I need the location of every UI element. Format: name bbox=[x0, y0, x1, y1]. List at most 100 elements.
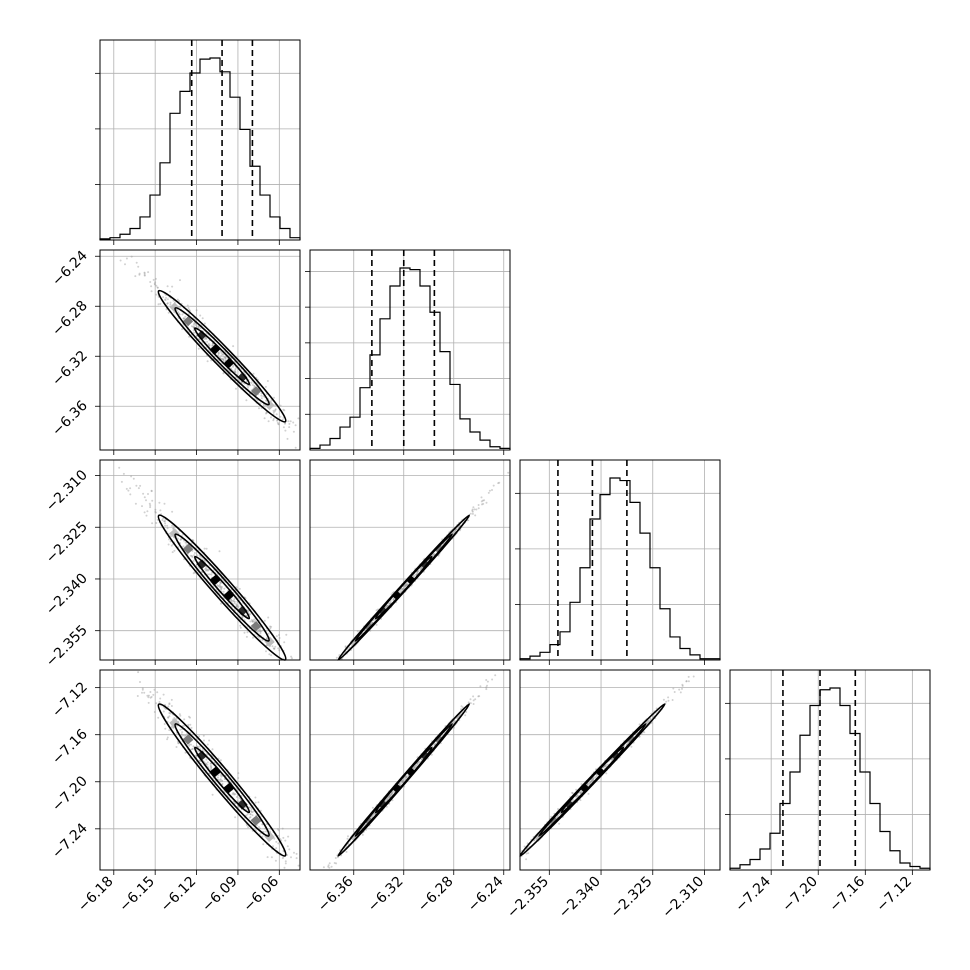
sample-point bbox=[402, 587, 405, 590]
sample-point bbox=[135, 484, 138, 487]
sample-point bbox=[183, 317, 186, 320]
sample-point bbox=[413, 767, 416, 770]
sample-point bbox=[155, 702, 158, 705]
sample-point bbox=[204, 568, 207, 571]
sample-point bbox=[281, 857, 284, 860]
sample-point bbox=[187, 307, 190, 309]
sample-point bbox=[197, 750, 200, 753]
sample-point bbox=[159, 509, 162, 512]
sample-point bbox=[589, 781, 592, 784]
sample-point bbox=[334, 857, 337, 859]
sample-point bbox=[233, 802, 236, 805]
sample-point bbox=[210, 573, 213, 576]
sample-point bbox=[415, 573, 418, 576]
sample-point bbox=[189, 723, 192, 726]
sample-point bbox=[416, 762, 419, 765]
sample-point bbox=[222, 358, 225, 361]
sample-point bbox=[205, 568, 208, 571]
sample-point bbox=[587, 792, 590, 795]
sample-point bbox=[692, 675, 695, 678]
sample-point bbox=[153, 688, 156, 691]
sample-point bbox=[163, 707, 166, 710]
sample-point bbox=[416, 570, 419, 573]
sample-point bbox=[239, 626, 242, 629]
sample-point bbox=[275, 413, 278, 416]
sample-point bbox=[220, 354, 223, 357]
sample-point bbox=[371, 806, 374, 809]
sample-point bbox=[120, 480, 123, 483]
sample-point bbox=[255, 398, 258, 401]
sample-point bbox=[385, 805, 388, 808]
sample-point bbox=[219, 585, 222, 588]
sample-point bbox=[265, 411, 268, 414]
sample-point bbox=[284, 860, 287, 863]
y-tick-label: −2.340 bbox=[43, 570, 91, 618]
sample-point bbox=[232, 599, 235, 602]
sample-point bbox=[199, 327, 202, 330]
sample-point bbox=[472, 506, 475, 509]
sample-point bbox=[421, 566, 423, 569]
sample-point bbox=[457, 526, 460, 529]
sample-point bbox=[605, 772, 608, 775]
sample-point bbox=[141, 687, 144, 690]
sample-point bbox=[130, 255, 133, 258]
sample-point bbox=[330, 865, 333, 868]
sample-point bbox=[150, 290, 153, 293]
sample-point bbox=[163, 520, 166, 523]
sample-point bbox=[580, 783, 583, 786]
sample-point bbox=[179, 279, 181, 282]
hist-panel-3 bbox=[515, 459, 721, 665]
x-tick-label: −7.24 bbox=[732, 873, 774, 915]
sample-point bbox=[233, 600, 236, 603]
sample-point bbox=[480, 500, 483, 503]
sample-point bbox=[606, 763, 608, 766]
sample-point bbox=[289, 420, 292, 423]
sample-point bbox=[224, 357, 227, 360]
panel-frame bbox=[99, 669, 301, 871]
sample-point bbox=[322, 866, 325, 869]
contour-2 bbox=[174, 307, 270, 406]
sample-point bbox=[246, 614, 249, 617]
sample-point bbox=[671, 699, 674, 701]
panel-frame bbox=[99, 39, 301, 241]
sample-point bbox=[162, 296, 165, 299]
sample-point bbox=[210, 765, 213, 768]
sample-point bbox=[235, 605, 238, 608]
x-tick-label: −7.20 bbox=[779, 874, 821, 916]
sample-point bbox=[270, 416, 272, 419]
sample-point bbox=[249, 806, 252, 809]
sample-point bbox=[276, 421, 279, 424]
sample-point bbox=[328, 862, 331, 865]
sample-point bbox=[685, 680, 688, 683]
x-tick-label: −6.18 bbox=[75, 874, 117, 916]
sample-point bbox=[283, 866, 286, 869]
sample-point bbox=[219, 580, 222, 583]
sample-point bbox=[273, 410, 276, 413]
contour-1 bbox=[193, 555, 251, 620]
sample-point bbox=[249, 816, 252, 818]
sample-point bbox=[211, 344, 214, 347]
sample-point bbox=[270, 654, 273, 657]
sample-point bbox=[223, 356, 226, 359]
sample-point bbox=[681, 687, 683, 690]
sample-point bbox=[282, 426, 285, 429]
sample-point bbox=[219, 588, 222, 591]
sample-point bbox=[163, 723, 166, 725]
sample-point bbox=[181, 725, 184, 728]
sample-point bbox=[273, 647, 276, 650]
sample-point bbox=[345, 850, 348, 853]
sample-point bbox=[165, 308, 168, 311]
sample-point bbox=[249, 810, 252, 812]
sample-point bbox=[179, 714, 182, 717]
sample-point bbox=[179, 728, 182, 731]
sample-point bbox=[169, 290, 171, 293]
sample-point bbox=[211, 793, 214, 796]
sample-point bbox=[291, 657, 293, 660]
sample-point bbox=[579, 791, 582, 794]
sample-point bbox=[127, 489, 130, 492]
sample-point bbox=[236, 800, 239, 803]
sample-point bbox=[286, 437, 289, 440]
sample-point bbox=[465, 711, 468, 713]
sample-point bbox=[388, 794, 391, 797]
density-cell bbox=[183, 316, 194, 327]
